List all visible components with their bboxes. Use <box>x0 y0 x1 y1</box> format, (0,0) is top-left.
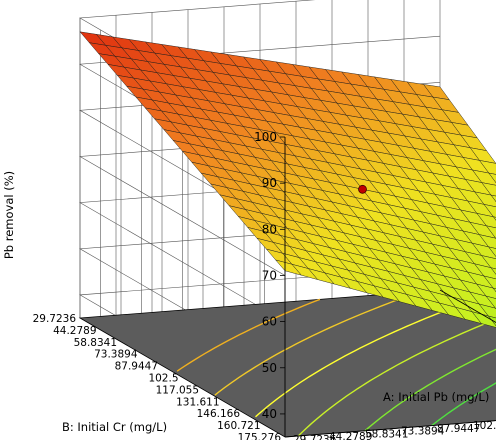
axis-edge <box>284 420 496 438</box>
z-tick-label: 70 <box>262 269 277 283</box>
y-axis-label: B: Initial Cr (mg/L) <box>62 420 167 434</box>
y-tick-label: 102.5 <box>148 373 178 385</box>
surface-cell <box>490 194 496 203</box>
surface-cell <box>488 172 496 184</box>
surface-cell <box>478 160 496 175</box>
y-tick-label: 117.055 <box>156 384 199 396</box>
x-tick-label: 58.8341 <box>365 428 408 440</box>
surface-cell <box>478 303 496 319</box>
y-tick-label: 146.166 <box>197 408 241 420</box>
surface-cell <box>485 295 496 309</box>
contour-line <box>176 298 321 372</box>
contour-line <box>255 303 463 418</box>
surface-cell <box>474 191 496 208</box>
surface-cell <box>485 225 496 239</box>
surface-cell <box>476 213 496 229</box>
x-tick-label: 102.5 <box>473 420 496 432</box>
z-tick-label: 80 <box>262 222 277 236</box>
y-tick-label: 29.7236 <box>33 313 77 325</box>
surface-cell <box>476 283 496 299</box>
y-tick-label: 160.721 <box>217 420 260 432</box>
contour-line <box>297 321 490 437</box>
y-tick-label: 73.3894 <box>94 349 138 361</box>
z-tick-label: 90 <box>262 176 277 190</box>
surface-cell <box>483 204 496 218</box>
x-axis-label: A: Initial Pb (mg/L) <box>383 390 489 404</box>
y-tick-label: 87.9447 <box>115 361 158 373</box>
x-tick-label: 44.2789 <box>329 431 372 440</box>
y-tick-label: 131.611 <box>176 396 219 408</box>
surface-cell <box>487 315 496 327</box>
z-tick-label: 60 <box>262 315 277 329</box>
x-tick-label: 29.7236 <box>293 434 337 440</box>
surface-cell <box>471 169 496 186</box>
response-surface <box>79 31 496 328</box>
contour-line <box>214 290 421 396</box>
surface-cell <box>490 267 496 275</box>
surface-cell <box>481 182 496 197</box>
surface-cell <box>483 275 496 290</box>
z-tick-label: 50 <box>262 361 277 375</box>
z-tick-label: 40 <box>262 407 277 421</box>
y-tick-label: 44.2789 <box>53 325 96 337</box>
surface-cell <box>492 216 496 221</box>
surface-cell <box>473 263 496 280</box>
z-tick-label: 100 <box>254 130 277 144</box>
axis-edge <box>439 289 496 324</box>
contour-line <box>364 348 496 432</box>
contour-line <box>431 382 496 427</box>
surface-cell <box>488 246 496 257</box>
z-axis-label: Pb removal (%) <box>2 171 16 259</box>
floor-contours <box>176 290 496 437</box>
x-tick-label: 87.9447 <box>437 423 480 435</box>
axes-frame <box>284 137 496 438</box>
design-point-marker <box>358 184 367 194</box>
x-tick-label: 73.3894 <box>401 426 445 438</box>
surface-cell <box>492 287 496 293</box>
tick-labels: 40506070809010029.723644.278958.834173.3… <box>33 130 496 440</box>
surface-cell <box>478 234 496 249</box>
y-tick-label: 175.276 <box>238 432 282 440</box>
y-tick-label: 58.8341 <box>74 337 117 349</box>
design-point <box>358 184 367 194</box>
surface-cell <box>481 255 496 270</box>
surface-cell <box>471 242 496 259</box>
